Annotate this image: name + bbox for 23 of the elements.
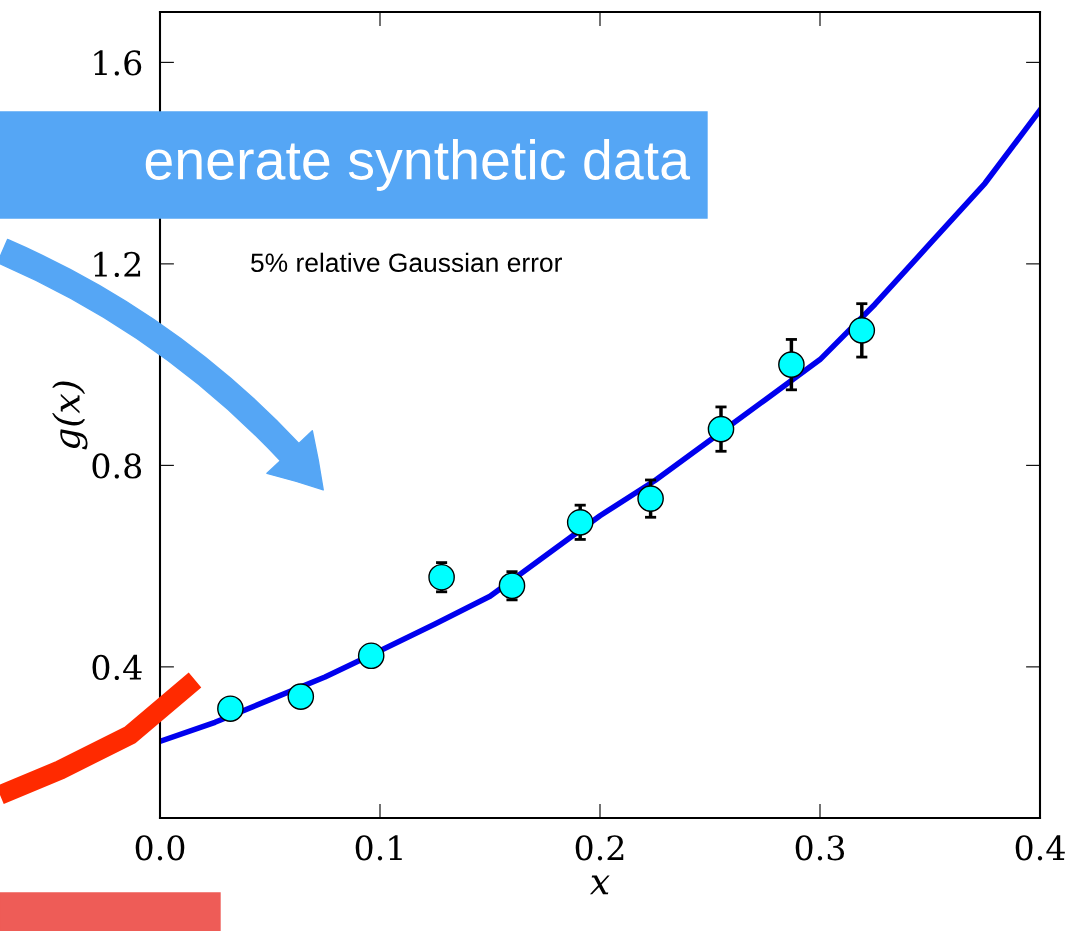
x-tick-label: 0.1 <box>355 835 402 861</box>
x-tick-label: 0.3 <box>795 835 845 861</box>
y-tick-label: 1.6 <box>94 50 142 76</box>
point <box>848 317 876 344</box>
x-tick-label: 0.0 <box>135 835 185 861</box>
annotation: 5% relative Gaussian error <box>251 252 562 273</box>
y-tick-label: 0.4 <box>92 654 142 681</box>
point <box>707 415 735 443</box>
y-tick-label: 0.8 <box>92 453 142 479</box>
point <box>637 485 664 512</box>
point <box>428 563 455 591</box>
x-tick-label: 0.4 <box>1015 835 1065 861</box>
x-axis-title: x <box>589 875 610 895</box>
point <box>498 572 526 600</box>
point <box>566 508 594 536</box>
point <box>287 683 315 710</box>
x-tick-label: 0.2 <box>575 835 624 861</box>
y-tick-label: 1.2 <box>94 251 141 278</box>
point <box>778 351 805 378</box>
point <box>357 642 385 670</box>
annotation: enerate synthetic data <box>145 139 691 191</box>
point <box>217 695 244 722</box>
y-axis-title: g(x) <box>52 381 88 450</box>
